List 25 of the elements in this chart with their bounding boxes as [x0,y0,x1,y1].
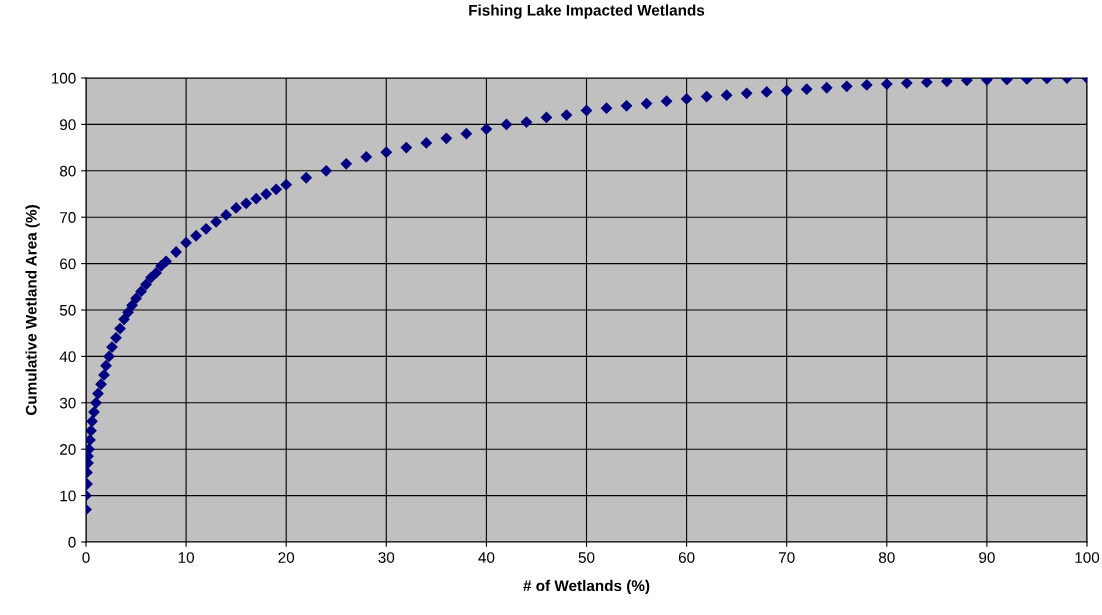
x-tick-label: 100 [1075,552,1100,563]
y-tick-label: 40 [59,351,76,363]
y-tick-label: 30 [59,397,76,409]
y-tick-label: 10 [60,490,76,502]
y-tick-label: 90 [60,119,76,131]
x-tick-label: 40 [478,552,495,563]
y-tick-label: 60 [60,258,76,270]
y-tick-label: 50 [59,304,76,316]
y-tick-label: 70 [60,212,76,223]
x-tick-label: 70 [778,552,795,563]
x-tick-label: 80 [878,552,895,563]
y-axis-title: Cumulative Wetland Area (%) [25,205,40,416]
chart-title: Fishing Lake Impacted Wetlands [469,4,705,19]
x-tick-label: 0 [82,552,90,563]
x-tick-label: 60 [678,552,695,563]
y-tick-label: 20 [60,444,76,455]
x-tick-label: 50 [578,552,595,563]
y-tick-label: 80 [59,165,76,177]
x-tick-label: 20 [278,552,295,563]
x-axis-title: # of Wetlands (%) [523,579,650,595]
x-tick-label: 30 [378,552,395,563]
x-tick-label: 90 [979,552,995,563]
x-tick-label: 10 [178,552,194,563]
y-tick-label: 0 [68,536,76,548]
y-tick-label: 100 [51,72,76,84]
